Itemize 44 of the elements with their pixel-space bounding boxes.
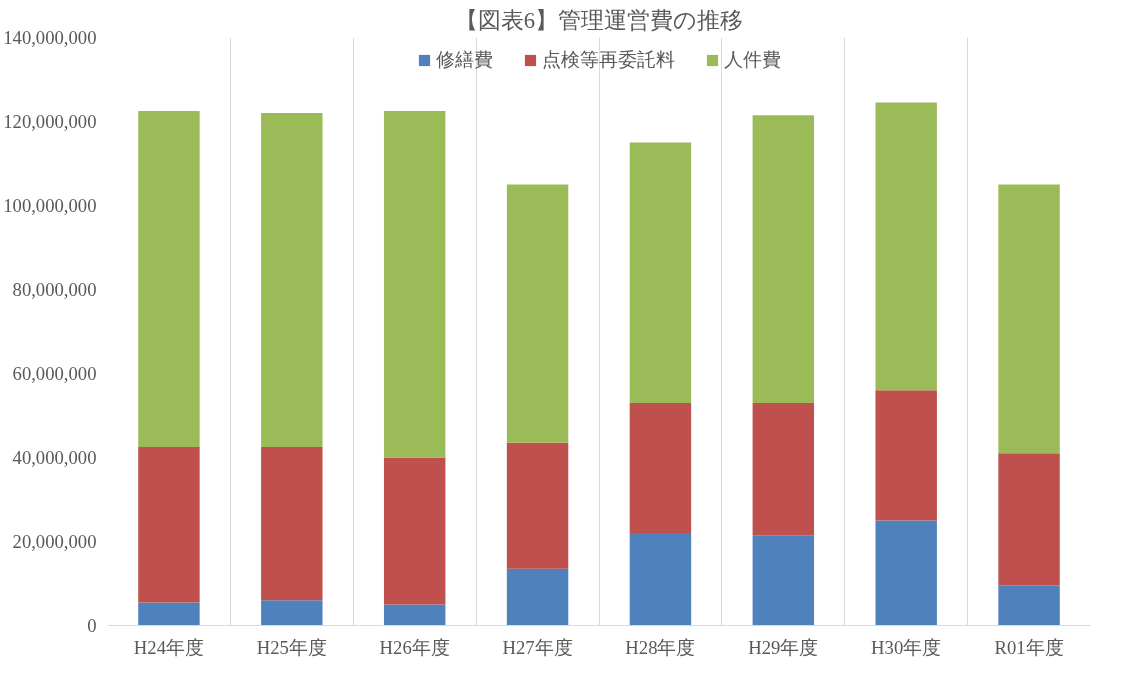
x-tick-label: H26年度 bbox=[379, 636, 450, 658]
bar bbox=[998, 184, 1060, 454]
y-tick-label: 80,000,000 bbox=[12, 279, 97, 300]
bar bbox=[261, 113, 323, 447]
bar bbox=[506, 568, 569, 626]
x-tick-label: H25年度 bbox=[256, 636, 327, 658]
bar bbox=[383, 604, 446, 626]
bar bbox=[506, 442, 569, 569]
bar bbox=[261, 447, 323, 601]
x-tick-label: H27年度 bbox=[502, 636, 573, 658]
y-tick-label: 60,000,000 bbox=[12, 363, 97, 384]
bar bbox=[138, 602, 200, 626]
legend-label: 点検等再委託料 bbox=[541, 48, 675, 72]
chart-title: 【図表6】管理運営費の推移 bbox=[454, 7, 744, 33]
x-tick-label: H24年度 bbox=[133, 636, 205, 658]
bar bbox=[752, 402, 815, 536]
y-tick-label: 40,000,000 bbox=[12, 447, 97, 468]
bar bbox=[261, 600, 323, 626]
legend-label: 修繕費 bbox=[435, 48, 493, 72]
bar bbox=[629, 142, 692, 403]
y-tick-label: 100,000,000 bbox=[3, 195, 97, 216]
x-tick-label: H28年度 bbox=[625, 636, 696, 658]
bar bbox=[138, 447, 200, 603]
bar bbox=[875, 102, 937, 391]
bar bbox=[629, 402, 692, 534]
y-tick-label: 120,000,000 bbox=[3, 111, 97, 132]
bar bbox=[629, 533, 692, 626]
legend-label: 人件費 bbox=[723, 48, 781, 72]
bar bbox=[875, 520, 937, 626]
y-tick-label: 140,000,000 bbox=[3, 27, 97, 48]
bar bbox=[383, 457, 446, 605]
bar bbox=[875, 390, 937, 521]
bar bbox=[506, 184, 569, 443]
x-tick-label: H29年度 bbox=[748, 636, 819, 658]
y-tick-label: 20,000,000 bbox=[12, 531, 97, 552]
x-tick-label: H30年度 bbox=[871, 636, 942, 658]
bar bbox=[752, 115, 815, 403]
y-tick-label: 0 bbox=[87, 615, 97, 636]
bar bbox=[998, 453, 1060, 586]
bar bbox=[998, 585, 1060, 626]
bar bbox=[752, 535, 815, 626]
bar bbox=[138, 111, 200, 447]
x-tick-label: R01年度 bbox=[994, 636, 1064, 658]
bar bbox=[383, 111, 446, 458]
